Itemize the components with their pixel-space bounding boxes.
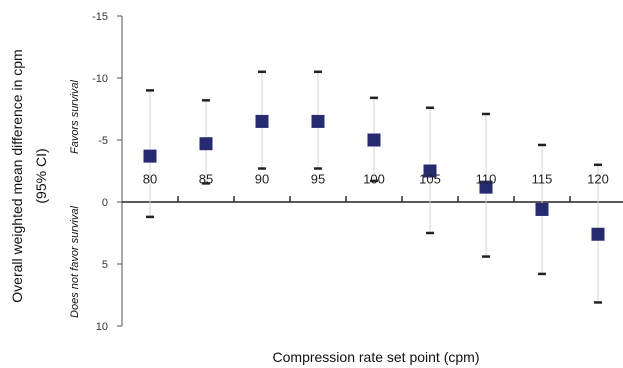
y-tick-label: -15 bbox=[92, 11, 108, 23]
x-category-label: 115 bbox=[532, 171, 553, 186]
x-category-label: 95 bbox=[311, 171, 325, 186]
point-marker bbox=[423, 164, 437, 178]
point-marker bbox=[143, 149, 157, 163]
annotation-does-not-favor-survival: Does not favor survival bbox=[69, 206, 81, 318]
x-category-label: 85 bbox=[199, 171, 213, 186]
x-axis-title: Compression rate set point (cpm) bbox=[273, 349, 480, 365]
y-tick-label: 10 bbox=[96, 321, 108, 333]
point-marker bbox=[591, 227, 605, 241]
y-tick-label: -5 bbox=[98, 135, 108, 147]
annotation-favors-survival: Favors survival bbox=[69, 79, 81, 154]
point-marker bbox=[199, 137, 213, 151]
x-category-label: 120 bbox=[587, 171, 609, 186]
x-category-label: 90 bbox=[255, 171, 269, 186]
y-axis-title-line1: Overall weighted mean difference in cpm bbox=[9, 49, 25, 302]
x-category-label: 105 bbox=[419, 171, 441, 186]
y-tick-label: 5 bbox=[102, 259, 108, 271]
point-marker bbox=[255, 114, 269, 128]
x-category-label: 110 bbox=[476, 171, 497, 186]
y-tick-label: -10 bbox=[92, 73, 108, 85]
point-marker bbox=[535, 202, 549, 216]
point-marker bbox=[367, 133, 381, 147]
point-marker bbox=[311, 114, 325, 128]
y-axis-title-line2: (95% CI) bbox=[33, 148, 49, 203]
x-category-label: 80 bbox=[143, 171, 157, 186]
y-tick-label: 0 bbox=[102, 197, 108, 209]
point-marker bbox=[479, 180, 493, 194]
plot-area: -15 -10 -5 0 5 10 80 85 90 95 100 105 110 115 120 bbox=[92, 11, 623, 333]
x-category-label: 100 bbox=[363, 171, 385, 186]
